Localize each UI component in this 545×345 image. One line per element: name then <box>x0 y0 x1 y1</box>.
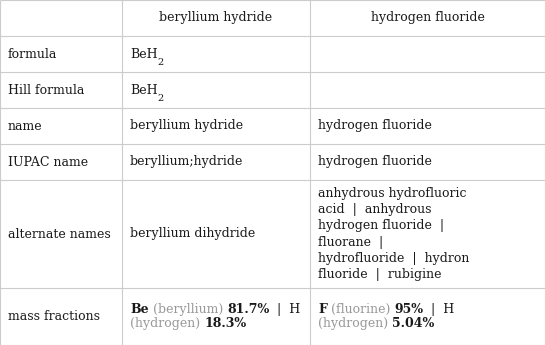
Text: hydrogen fluoride: hydrogen fluoride <box>318 156 432 168</box>
Text: name: name <box>8 119 43 132</box>
Text: beryllium hydride: beryllium hydride <box>130 119 243 132</box>
Text: 2: 2 <box>158 58 164 67</box>
Text: BeH: BeH <box>130 83 158 97</box>
Text: (beryllium): (beryllium) <box>149 303 227 316</box>
Text: 95%: 95% <box>394 303 423 316</box>
Text: hydrogen fluoride: hydrogen fluoride <box>318 119 432 132</box>
Text: BeH: BeH <box>130 48 158 60</box>
Text: (hydrogen): (hydrogen) <box>318 317 392 330</box>
Text: 81.7%: 81.7% <box>227 303 269 316</box>
Text: hydrogen fluoride: hydrogen fluoride <box>371 11 485 24</box>
Text: |  H: | H <box>269 303 300 316</box>
Text: 18.3%: 18.3% <box>204 317 246 330</box>
Text: IUPAC name: IUPAC name <box>8 156 88 168</box>
Text: Be: Be <box>130 303 149 316</box>
Text: Hill formula: Hill formula <box>8 83 84 97</box>
Text: mass fractions: mass fractions <box>8 310 100 323</box>
Text: beryllium dihydride: beryllium dihydride <box>130 227 255 240</box>
Text: beryllium hydride: beryllium hydride <box>160 11 272 24</box>
Text: 5.04%: 5.04% <box>392 317 434 330</box>
Text: formula: formula <box>8 48 57 60</box>
Text: alternate names: alternate names <box>8 227 111 240</box>
Text: beryllium;hydride: beryllium;hydride <box>130 156 244 168</box>
Text: anhydrous hydrofluoric
acid  |  anhydrous
hydrogen fluoride  |
fluorane  |
hydro: anhydrous hydrofluoric acid | anhydrous … <box>318 187 469 281</box>
Text: (fluorine): (fluorine) <box>327 303 394 316</box>
Text: 2: 2 <box>158 94 164 103</box>
Text: |  H: | H <box>423 303 455 316</box>
Text: (hydrogen): (hydrogen) <box>130 317 204 330</box>
Text: F: F <box>318 303 327 316</box>
